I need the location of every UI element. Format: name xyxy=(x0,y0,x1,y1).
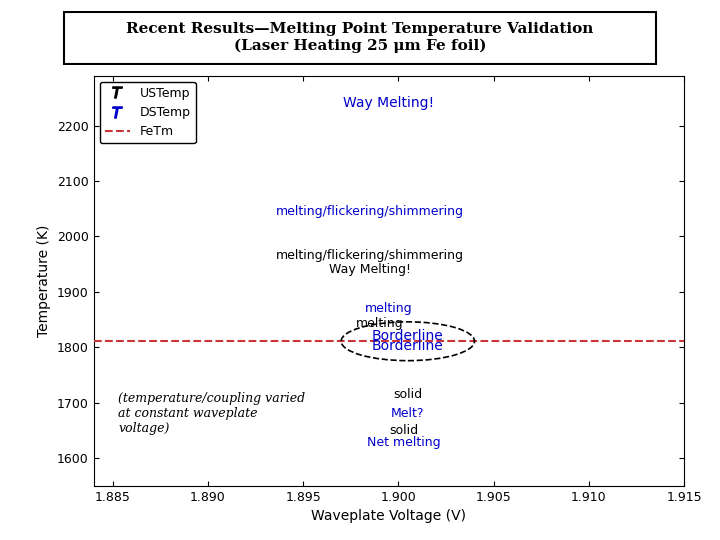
Text: Way Melting!: Way Melting! xyxy=(343,96,434,110)
Text: solid: solid xyxy=(393,388,423,401)
Text: Recent Results—Melting Point Temperature Validation
(Laser Heating 25 μm Fe foil: Recent Results—Melting Point Temperature… xyxy=(126,23,594,53)
Text: Borderline: Borderline xyxy=(372,329,444,343)
Legend: USTemp, DSTemp, FeTm: USTemp, DSTemp, FeTm xyxy=(100,82,196,143)
Text: solid: solid xyxy=(390,424,418,437)
Text: melting/flickering/shimmering: melting/flickering/shimmering xyxy=(276,249,464,262)
Text: Borderline: Borderline xyxy=(372,339,444,353)
Text: Way Melting!: Way Melting! xyxy=(329,263,410,276)
X-axis label: Waveplate Voltage (V): Waveplate Voltage (V) xyxy=(311,509,467,523)
Text: (temperature/coupling varied
at constant waveplate
voltage): (temperature/coupling varied at constant… xyxy=(118,393,305,435)
Text: melting/flickering/shimmering: melting/flickering/shimmering xyxy=(276,205,464,218)
Text: Net melting: Net melting xyxy=(367,436,441,449)
Text: Melt?: Melt? xyxy=(391,407,425,421)
Text: melting: melting xyxy=(356,317,403,330)
Text: melting: melting xyxy=(365,302,413,315)
FancyBboxPatch shape xyxy=(63,12,657,64)
Y-axis label: Temperature (K): Temperature (K) xyxy=(37,225,51,337)
